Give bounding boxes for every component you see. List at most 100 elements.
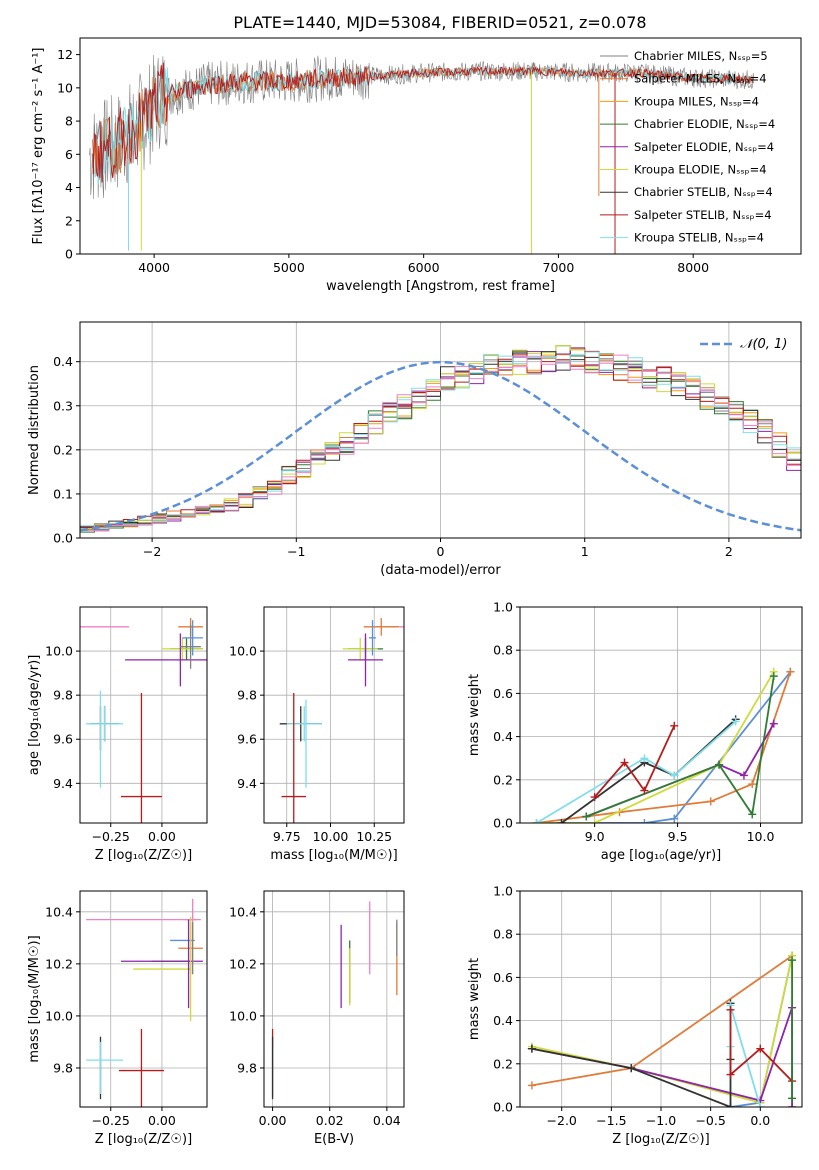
weight-series-line: [536, 720, 737, 823]
x-tick-label: −1.0: [646, 1113, 676, 1128]
axes-frame-spectrum: 4000 5000 6000 7000 8000 0 2 4 6 8 10 12 wavelength …: [31, 37, 802, 294]
y-tick-label: 0.2: [53, 442, 73, 457]
x-tick-label: 0.00: [148, 829, 176, 844]
x-tick-label: −0.25: [92, 829, 130, 844]
y-tick-label: 10.4: [45, 904, 73, 919]
plot-area-residuals: [80, 345, 801, 533]
y-tick-label: 10.0: [45, 1008, 73, 1023]
x-tick-label: 7000: [543, 260, 575, 275]
panel-age_Z: −0.25 0.00 9.4 9.6 9.8 10.0 Z [log₁₀(Z/Z☉)] age…: [27, 606, 208, 863]
x-tick-label: −2: [143, 544, 161, 559]
axes-box: [79, 890, 208, 1108]
errorbar-point: [120, 692, 162, 823]
y-tick-label: 0: [65, 247, 73, 262]
y-tick-label: 9.8: [237, 688, 257, 703]
panel-residuals: −2 −1 0 1 2 0.0 0.1 0.2 0.3 0.4 (data-model)/error…: [27, 321, 802, 578]
weight-point-marker: [748, 810, 757, 819]
weight-point-marker: [532, 819, 541, 823]
histogram-step-series: [80, 351, 801, 529]
panels: 4000 5000 6000 7000 8000024681012wavelength …: [27, 37, 803, 1147]
x-tick-label: 10.25: [356, 829, 392, 844]
y-tick-label: 1.0: [493, 884, 513, 899]
errorbar-point: [125, 633, 207, 687]
axes-box: [79, 37, 802, 255]
weight-point-marker: [756, 1103, 765, 1107]
weight-point-marker: [756, 1044, 765, 1053]
y-tick-label: 0.8: [493, 643, 513, 658]
x-tick-label: 0.04: [373, 1113, 401, 1128]
plot-area-weight_age: [532, 667, 795, 823]
weight-point-marker: [726, 1103, 735, 1107]
axes-frame-weight_Z: −2.0 −1.5 −1.0 −0.5 0.0 0.0 0.2 0.4 0.6 0.8 1.0 Z […: [467, 884, 803, 1147]
y-tick-label: 9.8: [237, 1060, 257, 1075]
histogram-step-series: [80, 350, 801, 528]
y-tick-label: 0.6: [493, 686, 513, 701]
legend-entry: Kroupa STELIB, Nₛₛₚ=4: [634, 231, 764, 245]
axes-frame-age_Z: −0.25 0.00 9.4 9.6 9.8 10.0 Z [log₁₀(Z/Z☉)] age…: [27, 606, 208, 863]
legend-entry: Salpeter MILES, Nₛₛₚ=4: [634, 72, 767, 86]
y-tick-label: 9.6: [237, 732, 257, 747]
weight-point-marker: [769, 719, 778, 728]
x-tick-label: −0.25: [92, 1113, 130, 1128]
y-tick-label: 9.8: [53, 1060, 73, 1075]
legend-entry: Kroupa ELODIE, Nₛₛₚ=4: [634, 163, 767, 177]
x-tick-label: 5000: [273, 260, 305, 275]
errorbar-point: [286, 706, 322, 742]
weight-point-marker: [726, 1005, 735, 1014]
x-tick-label: 9.0: [585, 829, 605, 844]
y-tick-label: 1.0: [493, 600, 513, 615]
spectrum-model-line: [92, 62, 754, 183]
y-tick-label: 0.8: [493, 927, 513, 942]
x-axis-label: age [log₁₀(age/yr)]: [601, 848, 722, 863]
legend-entry: Chabrier MILES, Nₛₛₚ=5: [634, 49, 768, 63]
weight-point-marker: [670, 771, 679, 780]
panel-weight_Z: −2.0 −1.5 −1.0 −0.5 0.0 0.0 0.2 0.4 0.6 0.8 1.0 Z […: [467, 884, 803, 1147]
weight-series-line: [536, 671, 792, 823]
weight-point-marker: [527, 1081, 536, 1090]
y-tick-label: 9.4: [237, 776, 257, 791]
y-tick-label: 10.2: [229, 956, 257, 971]
x-tick-label: 10.0: [747, 829, 775, 844]
y-tick-label: 0.0: [493, 816, 513, 831]
axes-frame-residuals: −2 −1 0 1 2 0.0 0.1 0.2 0.3 0.4 (data-model)/error…: [27, 321, 802, 578]
y-tick-label: 0.6: [493, 970, 513, 985]
plot-area-age_mass: [279, 618, 404, 823]
axes-frame-mass_ebv: 0.00 0.02 0.04 9.8 10.0 10.2 10.4 E(B-V): [229, 890, 405, 1147]
y-axis-label: Normed distribution: [27, 365, 42, 495]
errorbar-point: [363, 618, 399, 636]
x-tick-label: −1: [287, 544, 305, 559]
y-tick-label: 0.2: [493, 1056, 513, 1071]
y-tick-label: 8: [65, 114, 73, 129]
weight-series-line: [536, 671, 775, 823]
y-axis-label: Flux [fλ10⁻¹⁷ erg cm⁻² s⁻¹ A⁻¹]: [31, 48, 46, 245]
weight-series-line: [593, 725, 676, 798]
weight-point-marker: [582, 812, 591, 821]
x-tick-label: 2: [725, 544, 733, 559]
y-axis-label: mass weight: [467, 958, 482, 1040]
y-tick-label: 9.6: [53, 732, 73, 747]
legend-entry: 𝒩(0, 1): [740, 337, 787, 352]
weight-point-marker: [590, 819, 599, 823]
axes-box: [519, 606, 803, 824]
x-tick-label: −1.5: [596, 1113, 626, 1128]
x-tick-label: 10.00: [313, 829, 349, 844]
x-axis-label: Z [log₁₀(Z/Z☉)]: [95, 848, 192, 863]
errorbar-point: [182, 620, 203, 656]
spectrum-legend: Chabrier MILES, Nₛₛₚ=5 Salpeter MILES, Nₛ…: [600, 49, 775, 245]
errorbar-point: [348, 633, 383, 687]
y-tick-label: 4: [65, 180, 73, 195]
y-tick-label: 0.0: [53, 531, 73, 546]
y-tick-label: 0.4: [53, 354, 73, 369]
x-tick-label: 9.75: [273, 829, 301, 844]
y-tick-label: 9.8: [53, 688, 73, 703]
axes-frame-age_mass: 9.75 10.00 10.25 9.4 9.6 9.8 10.0 mass [log₁₀(M…: [229, 606, 405, 863]
plot-area-spectrum: [89, 54, 755, 254]
weight-series-line: [586, 675, 775, 818]
y-tick-label: 0.1: [53, 486, 73, 501]
weight-point-marker: [627, 1064, 636, 1073]
legend-entry: Salpeter STELIB, Nₛₛₚ=4: [634, 208, 772, 222]
panel-age_mass: 9.75 10.00 10.25 9.4 9.6 9.8 10.0 mass [log₁₀(M…: [229, 606, 405, 863]
axes-box: [79, 606, 208, 824]
weight-series-line: [729, 1009, 793, 1082]
